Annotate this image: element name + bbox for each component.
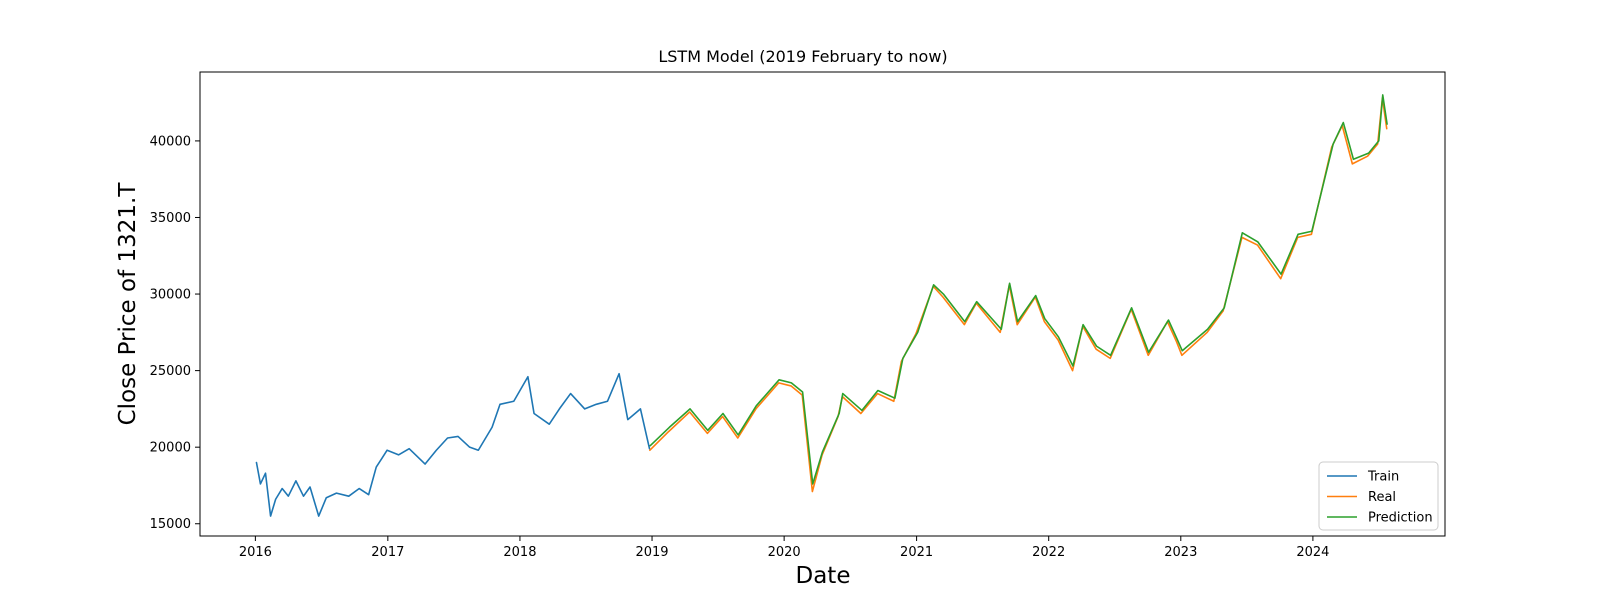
x-axis: 2016 2017 2018 2019 2020 2021 2022 2023 2024 bbox=[239, 536, 1329, 560]
y-axis-label: Close Price of 1321.T bbox=[115, 182, 141, 426]
x-tick-label: 2017 bbox=[371, 545, 404, 560]
x-tick-label: 2016 bbox=[239, 545, 272, 560]
x-tick-label: 2023 bbox=[1164, 545, 1197, 560]
x-tick-label: 2020 bbox=[768, 545, 801, 560]
x-tick-label: 2022 bbox=[1032, 545, 1065, 560]
legend-label-real: Real bbox=[1368, 490, 1396, 505]
legend-label-train: Train bbox=[1367, 470, 1399, 485]
series-lines bbox=[255, 94, 1388, 517]
y-tick-label: 35000 bbox=[150, 211, 191, 226]
series-line-train bbox=[255, 372, 651, 517]
legend-box bbox=[1318, 461, 1439, 531]
y-tick-label: 20000 bbox=[150, 441, 191, 456]
legend: Train Real Prediction bbox=[1318, 461, 1439, 531]
plot-area-frame bbox=[199, 71, 1446, 537]
x-tick-label: 2021 bbox=[900, 545, 933, 560]
x-tick-label: 2019 bbox=[635, 545, 668, 560]
y-tick-label: 30000 bbox=[150, 288, 191, 303]
y-axis: 15000 20000 25000 30000 35000 40000 bbox=[150, 134, 200, 532]
x-axis-label: Date bbox=[796, 563, 851, 589]
chart-title: LSTM Model (2019 February to now) bbox=[658, 47, 947, 66]
x-tick-label: 2024 bbox=[1296, 545, 1329, 560]
y-tick-label: 15000 bbox=[150, 517, 191, 532]
x-tick-label: 2018 bbox=[503, 545, 536, 560]
y-tick-label: 25000 bbox=[150, 364, 191, 379]
y-tick-label: 40000 bbox=[150, 134, 191, 149]
series-line-real bbox=[649, 97, 1388, 493]
series-line-prediction bbox=[649, 94, 1388, 485]
legend-label-prediction: Prediction bbox=[1368, 511, 1433, 526]
